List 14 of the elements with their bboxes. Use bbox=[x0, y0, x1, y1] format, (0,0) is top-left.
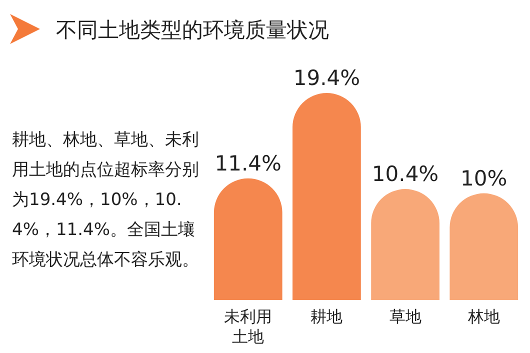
chart-title: 不同土地类型的环境质量状况 bbox=[56, 18, 329, 42]
x-tick-label: 耕地 bbox=[310, 307, 343, 326]
data-label: 11.4% bbox=[214, 151, 282, 176]
data-label: 10.4% bbox=[372, 162, 439, 186]
bar bbox=[292, 93, 361, 300]
bar bbox=[450, 193, 518, 300]
data-label: 10% bbox=[460, 166, 508, 190]
text: 耕地、林地、草地、未利用土地的点位超标率分别为19.4%，10%，10.4%，11.4%。全国土壤环境状况总体不容乐观。 bbox=[12, 129, 200, 272]
bar bbox=[371, 189, 440, 300]
bar bbox=[214, 178, 282, 300]
x-tick-label: 未利用土地 bbox=[224, 307, 272, 346]
data-label: 19.4% bbox=[293, 66, 360, 90]
x-tick-label: 草地 bbox=[389, 307, 422, 326]
x-tick-label: 林地 bbox=[466, 307, 500, 326]
